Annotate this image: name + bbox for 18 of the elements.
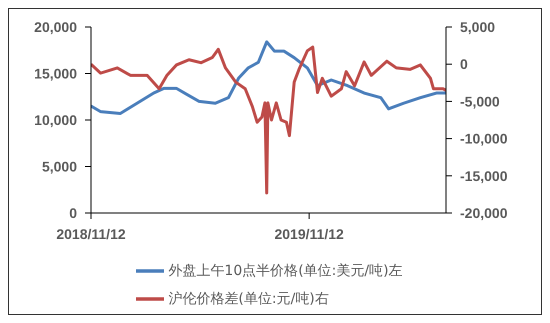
- legend-label: 外盘上午10点半价格(单位:美元/吨)左: [168, 262, 403, 279]
- y-tick-label: 0: [69, 204, 78, 221]
- line-series: [91, 46, 446, 194]
- y2-tick-label: -15,000: [460, 168, 508, 184]
- y2-tick-label: 5,000: [460, 18, 496, 35]
- y-tick-label: 5,000: [42, 158, 78, 174]
- y2-tick-label: -5,000: [460, 93, 500, 110]
- y2-tick-label: -20,000: [460, 204, 508, 221]
- y-tick-label: 20,000: [34, 18, 78, 35]
- y-tick-label: 15,000: [34, 65, 78, 82]
- chart-frame: 外盘上午10点半价格(单位:美元/吨)左 沪伦价格差(单位:元/吨)右 2018/11/12 2019/11/12 0 5,000 10,000 15,000 20,000 -20,000 -15,000 -10,000 -5,000 0 5,000: [8, 8, 542, 315]
- line-series: [91, 40, 446, 115]
- x-tick-label: 2018/11/12: [56, 226, 126, 242]
- x-tick-label: 2019/11/12: [274, 226, 344, 242]
- y2-tick-label: 0: [460, 56, 468, 72]
- y-tick-label: 10,000: [34, 112, 78, 128]
- y2-tick-label: -10,000: [460, 130, 508, 147]
- legend-label: 沪伦价格差(单位:元/吨)右: [168, 290, 329, 307]
